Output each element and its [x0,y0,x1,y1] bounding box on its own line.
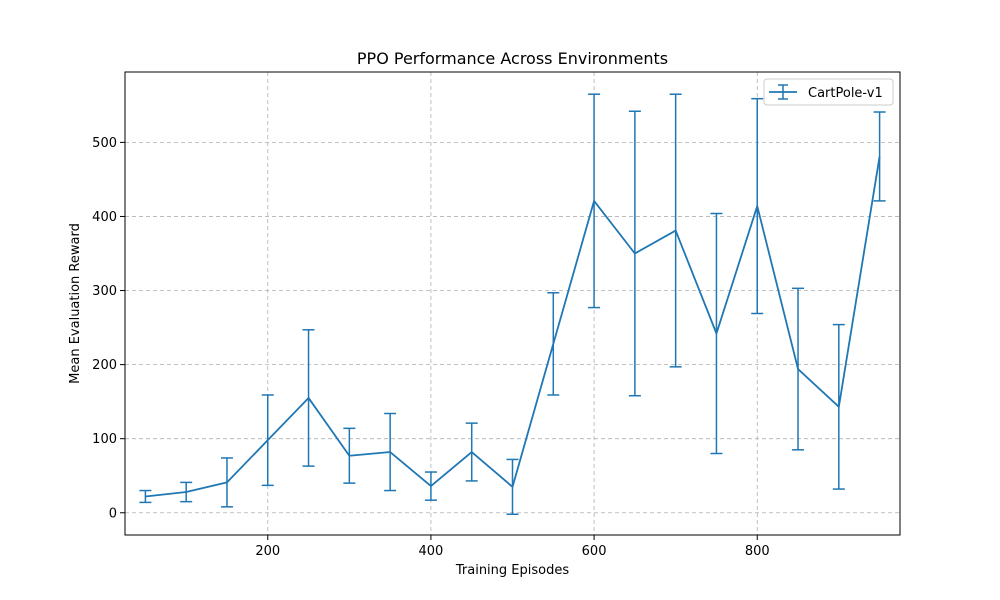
y-tick-label: 200 [92,358,117,373]
y-axis-title: Mean Evaluation Reward [68,223,83,384]
x-tick-label: 800 [745,544,770,559]
chart-title: PPO Performance Across Environments [357,49,668,68]
x-tick-label: 400 [419,544,444,559]
x-axis-title: Training Episodes [455,563,569,578]
y-tick-label: 400 [92,210,117,225]
y-tick-label: 0 [109,506,117,521]
y-tick-label: 100 [92,432,117,447]
series-line [145,156,881,498]
x-tick-label: 600 [582,544,607,559]
y-tick-label: 500 [92,136,117,151]
plot-area-frame [124,71,901,536]
series-cartpole-v1 [139,93,886,516]
series-layer [139,93,886,516]
legend-box [763,78,894,106]
x-tick-label: 200 [255,544,280,559]
legend: CartPole-v1 [763,78,894,106]
legend-label-cartpole: CartPole-v1 [808,86,883,101]
y-tick-label: 300 [92,284,117,299]
axis-layer: 200 400 600 800 0 100 200 300 400 500 [92,136,769,559]
